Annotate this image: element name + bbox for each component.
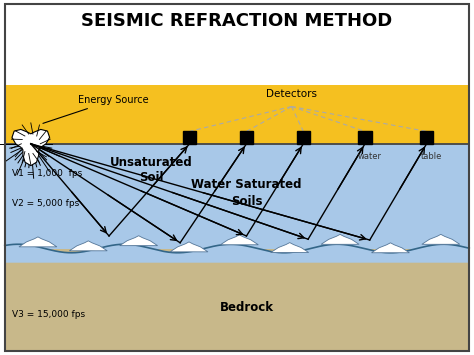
Text: Water Saturated
Soils: Water Saturated Soils <box>191 178 302 208</box>
Polygon shape <box>170 242 208 252</box>
Polygon shape <box>19 237 57 247</box>
Polygon shape <box>422 234 460 244</box>
Text: water: water <box>358 152 382 161</box>
Text: table: table <box>420 152 442 161</box>
Polygon shape <box>69 241 107 251</box>
Bar <box>5 248 469 351</box>
Text: V1 = 1,000  fps: V1 = 1,000 fps <box>12 169 82 179</box>
Text: SEISMIC REFRACTION METHOD: SEISMIC REFRACTION METHOD <box>82 12 392 31</box>
Polygon shape <box>220 235 258 245</box>
Polygon shape <box>120 236 157 246</box>
Bar <box>5 85 469 144</box>
Polygon shape <box>12 130 50 166</box>
Polygon shape <box>271 242 309 252</box>
Bar <box>420 131 433 144</box>
Polygon shape <box>372 243 410 253</box>
Bar <box>5 144 469 248</box>
Text: Energy Source: Energy Source <box>43 95 149 124</box>
Bar <box>183 131 196 144</box>
Text: Detectors: Detectors <box>266 89 317 99</box>
Polygon shape <box>321 234 359 244</box>
Text: V3 = 15,000 fps: V3 = 15,000 fps <box>12 310 85 319</box>
Bar <box>297 131 310 144</box>
Bar <box>240 131 253 144</box>
Text: V2 = 5,000 fps: V2 = 5,000 fps <box>12 199 79 208</box>
Bar <box>358 131 372 144</box>
Text: Bedrock: Bedrock <box>219 301 273 313</box>
Text: Unsaturated
Soil: Unsaturated Soil <box>110 157 193 184</box>
Polygon shape <box>5 144 469 263</box>
Bar <box>5 4 469 85</box>
